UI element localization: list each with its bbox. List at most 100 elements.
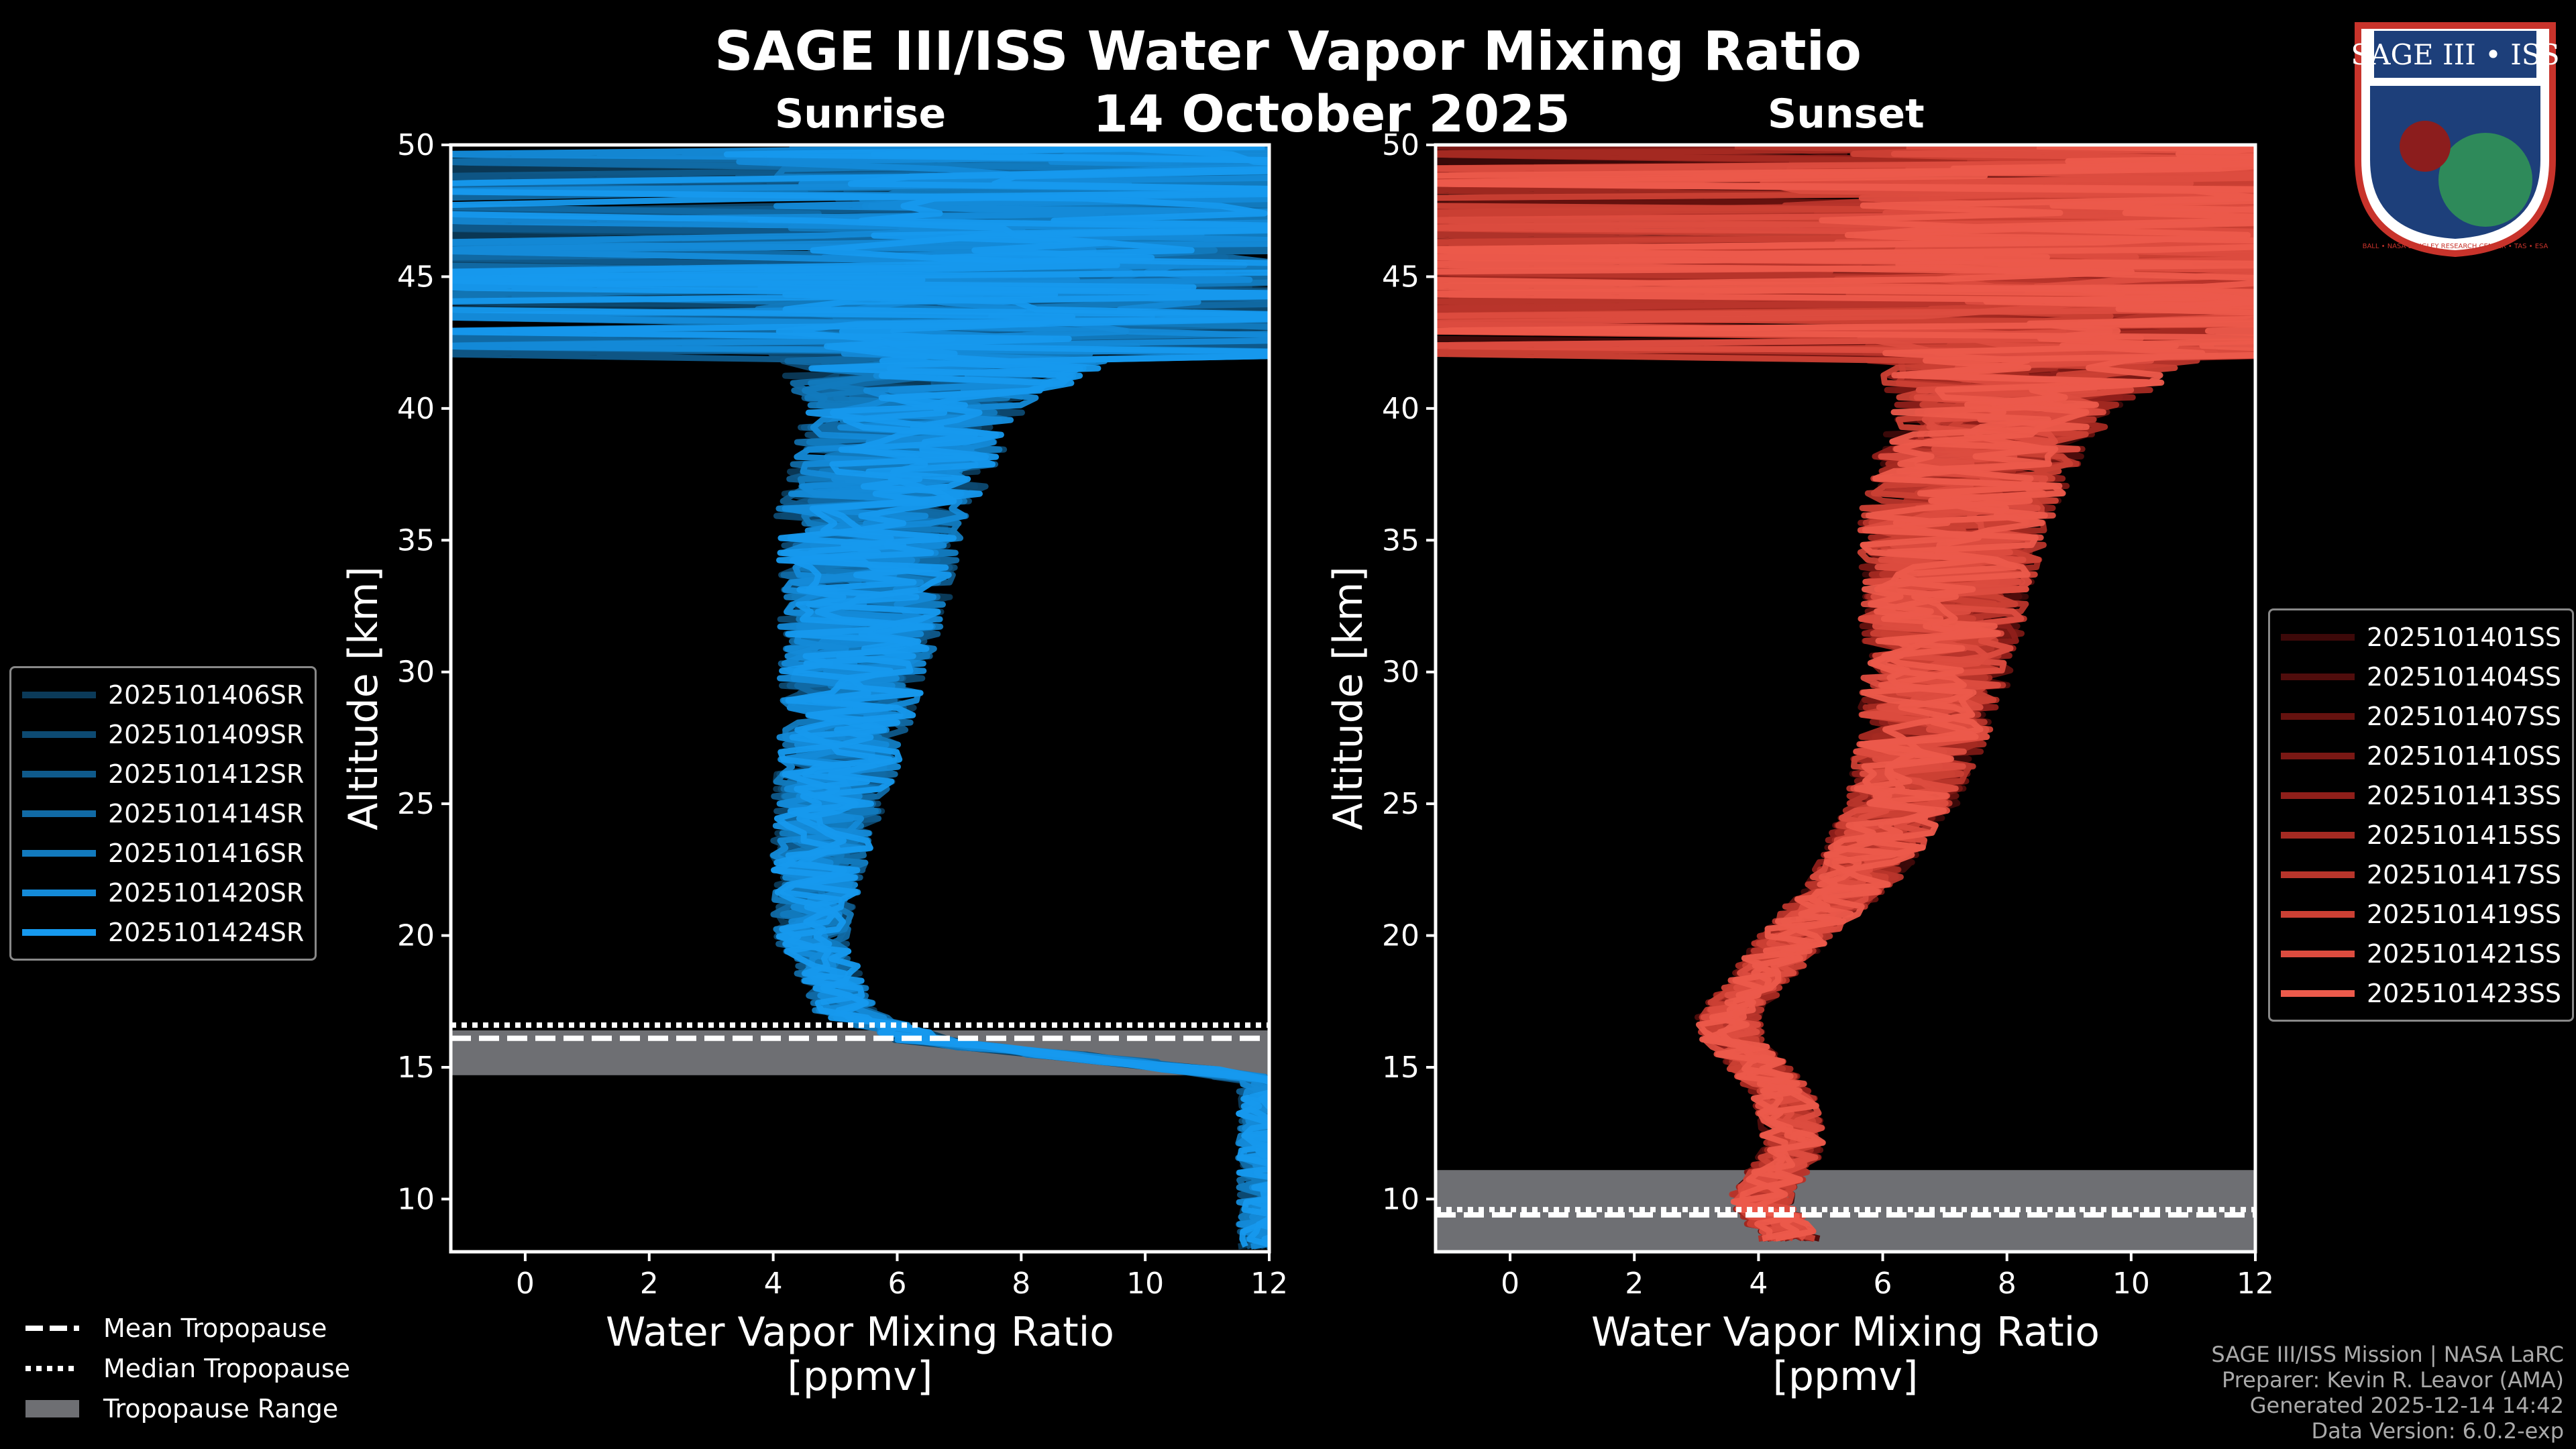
legend-label: 2025101410SS <box>2367 741 2562 771</box>
legend-label: 2025101415SS <box>2367 820 2562 850</box>
legend-entry: 2025101417SS <box>2281 855 2561 894</box>
x-tick-label: 4 <box>1749 1267 1768 1301</box>
y-axis-label: Altitude [km] <box>340 566 387 830</box>
legend-swatch <box>2281 752 2355 759</box>
x-tick-label: 6 <box>888 1267 906 1301</box>
legend-swatch <box>22 691 96 698</box>
footer-credits: SAGE III/ISS Mission | NASA LaRC Prepare… <box>2211 1342 2564 1444</box>
legend-entry: 2025101412SR <box>22 754 304 794</box>
profile-line-2025101423SS <box>1436 146 2255 1242</box>
legend-mean-tropopause: Mean Tropopause <box>25 1308 350 1348</box>
legend-tropopause-range: Tropopause Range <box>25 1389 350 1429</box>
sage-iii-iss-logo: SAGE III • ISS BALL • NASA LANGLEY RESEA… <box>2351 22 2560 258</box>
y-tick-label: 45 <box>1382 260 1419 294</box>
legend-swatch <box>2281 871 2355 878</box>
y-tick-label: 30 <box>1382 655 1419 690</box>
legend-label: 2025101424SR <box>108 917 305 947</box>
y-tick-label: 15 <box>1382 1051 1419 1085</box>
legend-swatch <box>2281 673 2355 680</box>
legend-label: 2025101404SS <box>2367 661 2562 692</box>
dashed-line-swatch <box>25 1326 79 1331</box>
legend-swatch <box>22 810 96 817</box>
legend-swatch <box>22 889 96 896</box>
legend-entry: 2025101416SR <box>22 833 304 873</box>
x-tick-label: 12 <box>2237 1267 2274 1301</box>
y-tick-label: 35 <box>397 523 435 557</box>
legend-median-label: Median Tropopause <box>103 1354 350 1383</box>
y-tick-label: 25 <box>1382 787 1419 821</box>
legend-median-tropopause: Median Tropopause <box>25 1348 350 1389</box>
date-subtitle: 14 October 2025 <box>1093 84 1570 144</box>
y-tick-label: 25 <box>397 787 435 821</box>
y-tick-label: 10 <box>397 1182 435 1216</box>
sunrise-legend: 2025101406SR 2025101409SR 2025101412SR 2025… <box>9 666 317 961</box>
footer-data-version: Data Version: 6.0.2-exp <box>2311 1418 2564 1444</box>
y-tick-label: 20 <box>397 919 435 953</box>
footer-preparer: Preparer: Kevin R. Leavor (AMA) <box>2221 1367 2564 1393</box>
legend-label: 2025101419SS <box>2367 899 2562 929</box>
legend-swatch <box>22 849 96 857</box>
legend-label: 2025101406SR <box>108 680 305 710</box>
legend-entry: 2025101414SR <box>22 794 304 833</box>
footer-generated: Generated 2025-12-14 14:42 <box>2249 1393 2564 1418</box>
y-tick-label: 20 <box>1382 919 1419 953</box>
legend-label: 2025101423SS <box>2367 978 2562 1008</box>
legend-swatch <box>2281 712 2355 720</box>
legend-label: 2025101407SS <box>2367 701 2562 731</box>
legend-label: 2025101421SS <box>2367 938 2562 969</box>
legend-label: 2025101414SR <box>108 798 305 828</box>
y-tick-label: 35 <box>1382 523 1419 557</box>
logo-text: SAGE III • ISS <box>2351 38 2559 71</box>
legend-label: 2025101420SR <box>108 877 305 908</box>
x-tick-label: 6 <box>1874 1267 1892 1301</box>
legend-entry: 2025101415SS <box>2281 815 2561 855</box>
legend-entry: 2025101404SS <box>2281 657 2561 696</box>
x-tick-label: 12 <box>1250 1267 1288 1301</box>
y-tick-label: 45 <box>397 260 435 294</box>
legend-label: 2025101401SS <box>2367 622 2562 652</box>
y-tick-label: 10 <box>1382 1182 1419 1216</box>
x-tick-label: 0 <box>516 1267 535 1301</box>
dotted-line-swatch <box>25 1366 79 1371</box>
legend-swatch <box>2281 792 2355 799</box>
y-tick-label: 15 <box>397 1051 435 1085</box>
legend-range-label: Tropopause Range <box>103 1394 339 1424</box>
sunset-plot: 0 2 4 6 8 10 12 10 15 20 25 30 35 40 45 50 Water Vapor M… <box>1325 128 2274 1400</box>
tropopause-legend: Mean Tropopause Median Tropopause Tropop… <box>25 1308 350 1429</box>
legend-label: 2025101412SR <box>108 759 305 789</box>
sunrise-plot: 0 2 4 6 8 10 12 10 15 20 25 30 35 40 45 50 Water Vapor M… <box>340 128 1288 1400</box>
legend-swatch <box>2281 910 2355 918</box>
legend-label: 2025101417SS <box>2367 859 2562 890</box>
footer-mission: SAGE III/ISS Mission | NASA LaRC <box>2211 1342 2564 1367</box>
chart-title: SAGE III/ISS Water Vapor Mixing Ratio <box>714 20 1862 83</box>
legend-label: 2025101413SS <box>2367 780 2562 810</box>
legend-swatch <box>2281 989 2355 997</box>
y-tick-label: 30 <box>397 655 435 690</box>
x-tick-label: 4 <box>764 1267 783 1301</box>
x-axis-label: [ppmv] <box>788 1353 933 1400</box>
plot-area <box>451 145 1269 1250</box>
legend-entry: 2025101407SS <box>2281 696 2561 736</box>
legend-swatch <box>22 731 96 738</box>
legend-swatch <box>22 928 96 936</box>
y-axis-label: Altitude [km] <box>1325 566 1372 830</box>
gray-range-swatch <box>25 1400 79 1417</box>
legend-entry: 2025101406SR <box>22 675 304 714</box>
axes-frame <box>1434 143 2257 1254</box>
x-tick-label: 10 <box>1126 1267 1164 1301</box>
legend-entry: 2025101420SR <box>22 873 304 912</box>
legend-entry: 2025101401SS <box>2281 617 2561 657</box>
legend-label: 2025101416SR <box>108 838 305 868</box>
legend-label: 2025101409SR <box>108 719 305 749</box>
legend-mean-label: Mean Tropopause <box>103 1313 327 1343</box>
x-tick-label: 2 <box>640 1267 659 1301</box>
logo-ring-text: BALL • NASA LANGLEY RESEARCH CENTER • TA… <box>2363 243 2548 250</box>
panel-title-sunset: Sunset <box>1768 91 1925 138</box>
legend-swatch <box>22 770 96 777</box>
x-axis-label: Water Vapor Mixing Ratio <box>1591 1309 2100 1356</box>
x-tick-label: 10 <box>2112 1267 2150 1301</box>
legend-entry: 2025101423SS <box>2281 973 2561 1013</box>
x-tick-label: 8 <box>1012 1267 1030 1301</box>
x-tick-label: 8 <box>1998 1267 2017 1301</box>
